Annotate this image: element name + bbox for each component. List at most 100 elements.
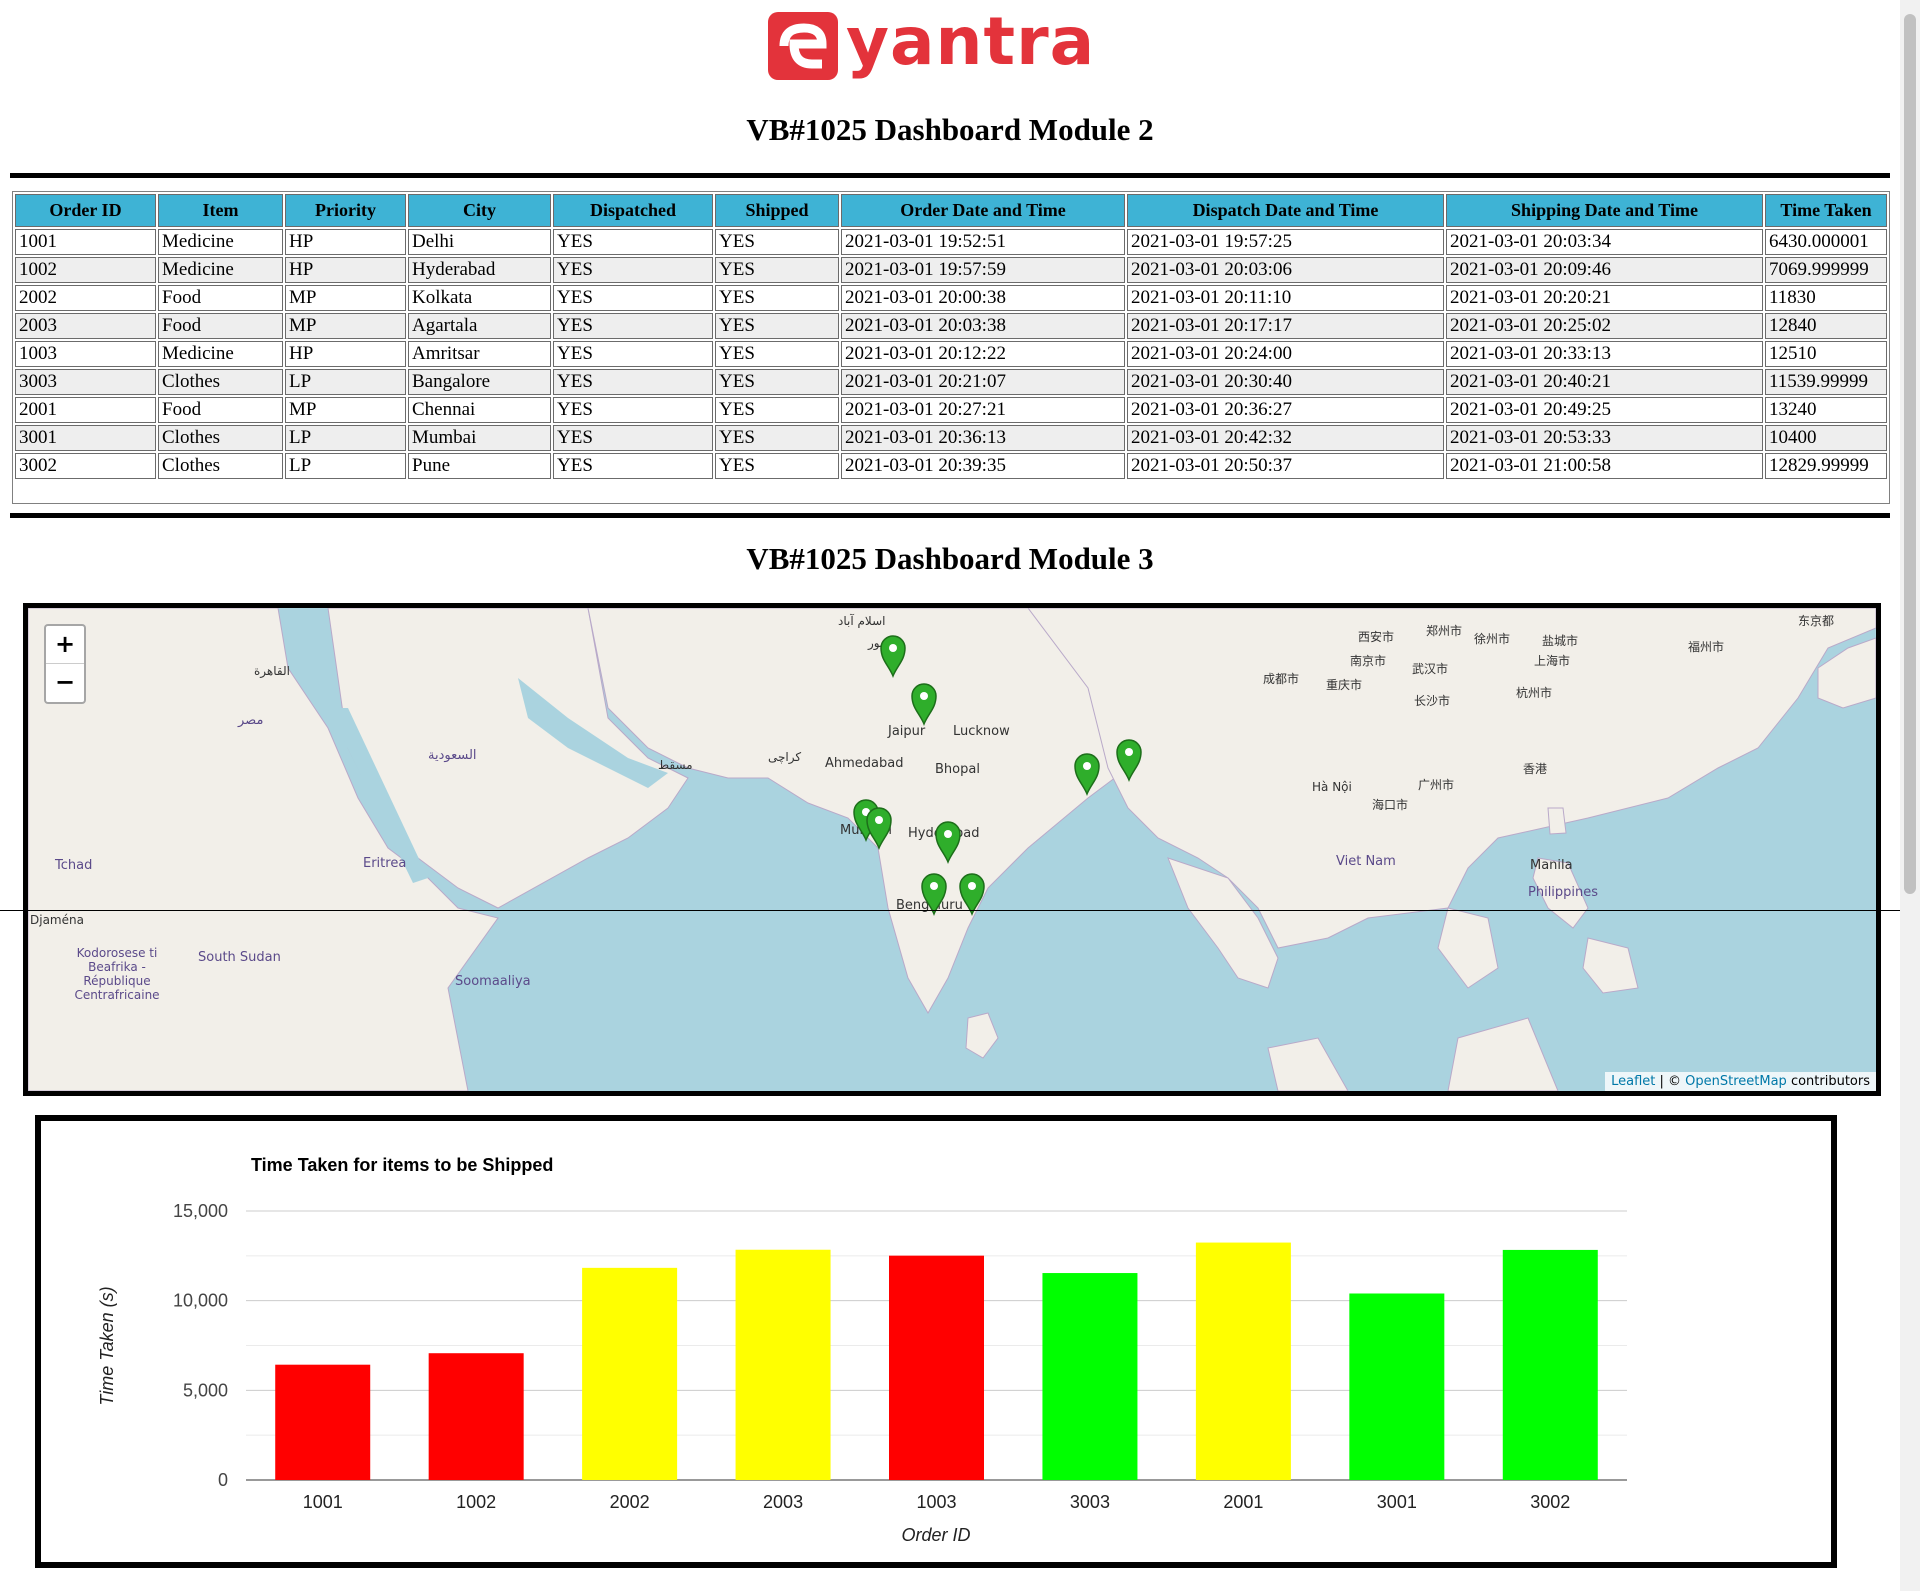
map-marker-icon[interactable] <box>911 683 937 727</box>
table-cell: HP <box>285 341 406 367</box>
zoom-control: + − <box>44 624 86 704</box>
x-tick-label: 3002 <box>1530 1492 1570 1512</box>
table-row: 2002 Food MP Kolkata YES YES 2021-03-01 20:00:… <box>15 285 1887 311</box>
table-row: 3003 Clothes LP Bangalore YES YES 2021-03-01 2… <box>15 369 1887 395</box>
table-cell: YES <box>553 285 713 311</box>
bar <box>428 1353 524 1480</box>
y-tick-label: 5,000 <box>183 1380 228 1400</box>
table-cell: Food <box>158 397 283 423</box>
map-label: 上海市 <box>1534 654 1571 668</box>
table-cell: 1002 <box>15 257 156 283</box>
table-cell: 2021-03-01 20:12:22 <box>841 341 1125 367</box>
table-cell: Medicine <box>158 257 283 283</box>
map-label: Manila <box>1530 858 1573 873</box>
map-label: مصر <box>238 713 264 728</box>
svg-text:yantra: yantra <box>846 6 1095 80</box>
map-label: 成都市 <box>1263 672 1300 686</box>
table-cell: YES <box>553 229 713 255</box>
viewport-seam <box>0 910 1920 911</box>
delivery-map[interactable]: Jaipur Lucknow Ahmedabad Bhopal Hyderaba… <box>23 603 1881 1096</box>
table-cell: 2021-03-01 20:42:32 <box>1127 425 1444 451</box>
table-cell: 1001 <box>15 229 156 255</box>
map-label: Djaména <box>30 913 84 927</box>
bar <box>889 1255 984 1480</box>
table-cell: Amritsar <box>408 341 551 367</box>
x-tick-label: 3003 <box>1070 1492 1110 1512</box>
table-cell: 2021-03-01 20:03:38 <box>841 313 1125 339</box>
map-label: القاهرة <box>254 664 290 678</box>
table-cell: 2021-03-01 19:52:51 <box>841 229 1125 255</box>
bar <box>1349 1293 1445 1480</box>
y-tick-label: 0 <box>218 1470 228 1490</box>
map-label: Eritrea <box>363 856 407 871</box>
map-marker-icon[interactable] <box>921 873 947 917</box>
zoom-in-button[interactable]: + <box>46 626 84 664</box>
map-label: مسقط <box>658 758 693 772</box>
osm-link[interactable]: OpenStreetMap <box>1685 1074 1787 1089</box>
col-order-id: Order ID <box>15 194 156 227</box>
map-marker-icon[interactable] <box>866 807 892 851</box>
map-marker-icon[interactable] <box>959 873 985 917</box>
module2-heading: VB#1025 Dashboard Module 2 <box>746 112 1154 147</box>
x-tick-label: 1003 <box>916 1492 956 1512</box>
table-cell: Clothes <box>158 425 283 451</box>
map-marker-icon[interactable] <box>880 635 906 679</box>
table-cell: 10400 <box>1765 425 1887 451</box>
x-tick-label: 2002 <box>610 1492 650 1512</box>
table-cell: Kolkata <box>408 285 551 311</box>
table-cell: 12829.99999 <box>1765 453 1887 479</box>
chart-canvas: 0 5,000 10,000 15,000 1001 1002 2002 2003 1003 30… <box>97 1155 1627 1545</box>
scrollbar-thumb[interactable] <box>1904 14 1916 894</box>
map-marker-icon[interactable] <box>1074 753 1100 797</box>
table-cell: LP <box>285 425 406 451</box>
table-cell: YES <box>715 285 839 311</box>
table-cell: Medicine <box>158 341 283 367</box>
bar <box>735 1249 831 1480</box>
map-label: 广州市 <box>1418 778 1455 792</box>
table-cell: 12510 <box>1765 341 1887 367</box>
table-cell: Agartala <box>408 313 551 339</box>
table-cell: YES <box>715 257 839 283</box>
map-label: 东京都 <box>1798 614 1835 628</box>
page-scrollbar[interactable] <box>1900 0 1920 1591</box>
table-cell: YES <box>715 229 839 255</box>
table-cell: 2021-03-01 20:30:40 <box>1127 369 1444 395</box>
table-cell: HP <box>285 229 406 255</box>
map-marker-icon[interactable] <box>935 821 961 865</box>
map-label: 杭州市 <box>1516 686 1553 700</box>
attribution-separator: | © <box>1655 1074 1686 1089</box>
table-cell: 2021-03-01 20:49:25 <box>1446 397 1763 423</box>
col-dispatched: Dispatched <box>553 194 713 227</box>
table-cell: 2021-03-01 20:53:33 <box>1446 425 1763 451</box>
table-cell: 2021-03-01 20:20:21 <box>1446 285 1763 311</box>
table-cell: 2021-03-01 20:36:27 <box>1127 397 1444 423</box>
table-cell: 2021-03-01 20:27:21 <box>841 397 1125 423</box>
table-cell: 2021-03-01 20:40:21 <box>1446 369 1763 395</box>
map-label: Lucknow <box>953 724 1010 739</box>
map-tiles <box>28 608 1876 1091</box>
bar <box>1042 1273 1138 1480</box>
table-cell: 7069.999999 <box>1765 257 1887 283</box>
map-label: Philippines <box>1528 885 1599 900</box>
table-cell: 1003 <box>15 341 156 367</box>
table-header-row: Order ID Item Priority City Dispatched S… <box>15 194 1887 227</box>
table-cell: 2003 <box>15 313 156 339</box>
table-cell: Delhi <box>408 229 551 255</box>
table-cell: 2021-03-01 20:03:34 <box>1446 229 1763 255</box>
zoom-out-button[interactable]: − <box>54 668 76 696</box>
table-cell: Pune <box>408 453 551 479</box>
leaflet-link[interactable]: Leaflet <box>1611 1074 1656 1089</box>
map-label: 郑州市 <box>1426 624 1463 638</box>
table-cell: 2021-03-01 20:25:02 <box>1446 313 1763 339</box>
col-order-date: Order Date and Time <box>841 194 1125 227</box>
orders-table-body: 1001 Medicine HP Delhi YES YES 2021-03-01 19:5… <box>15 229 1887 479</box>
map-label: اسلام آباد <box>838 614 886 628</box>
table-cell: 2021-03-01 20:36:13 <box>841 425 1125 451</box>
col-priority: Priority <box>285 194 406 227</box>
table-cell: Medicine <box>158 229 283 255</box>
table-cell: 2001 <box>15 397 156 423</box>
orders-table: Order ID Item Priority City Dispatched S… <box>13 192 1889 481</box>
map-marker-icon[interactable] <box>1116 739 1142 783</box>
map-markers <box>853 635 1142 917</box>
col-shipped: Shipped <box>715 194 839 227</box>
